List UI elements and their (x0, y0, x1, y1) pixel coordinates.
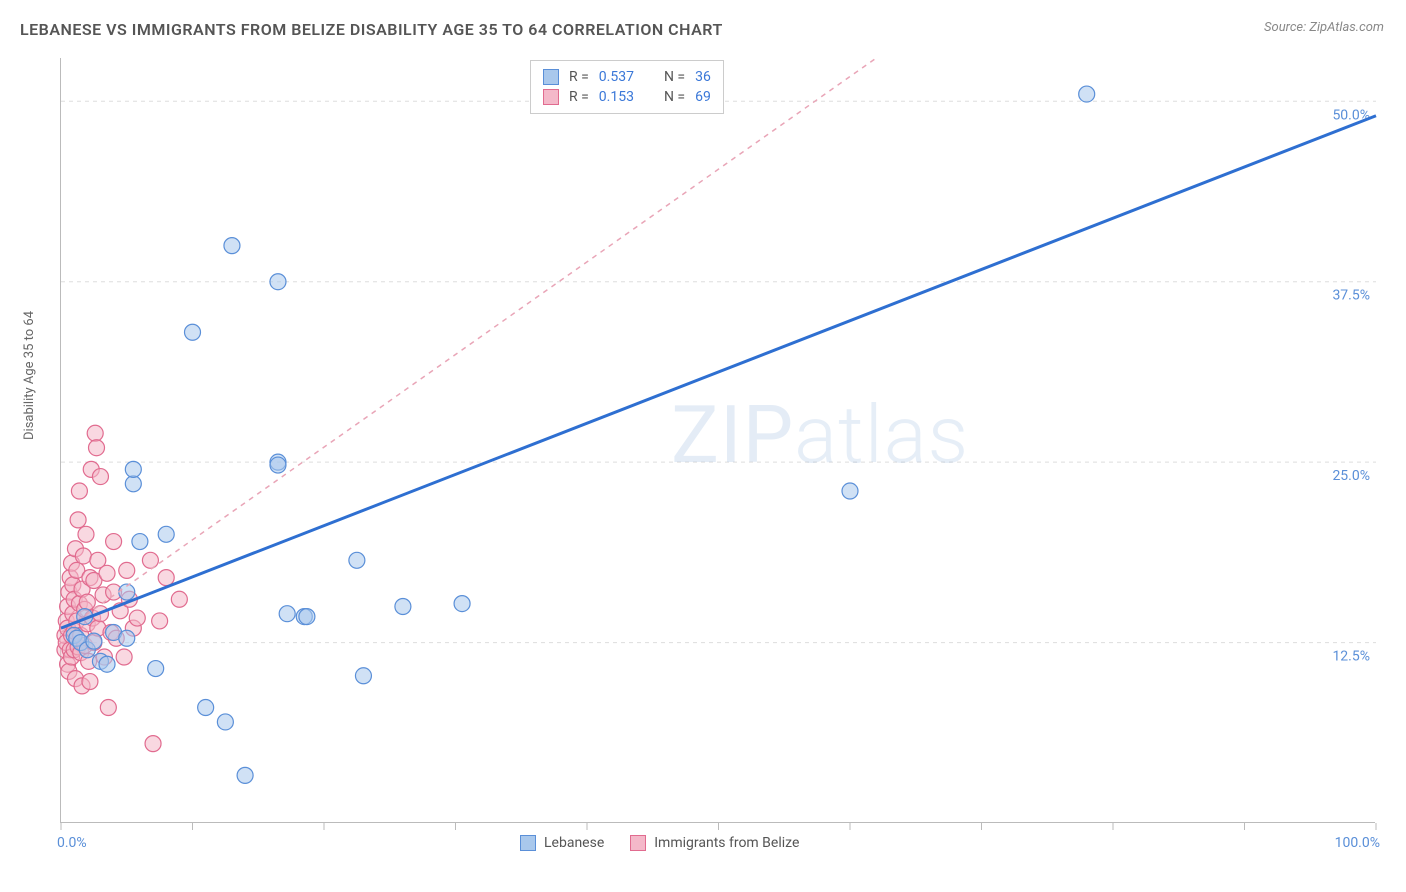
y-tick-label: 12.5% (1332, 649, 1370, 665)
series-legend-item: Lebanese (520, 835, 604, 851)
y-tick-label: 25.0% (1332, 468, 1370, 484)
data-point (125, 461, 141, 477)
data-point (132, 534, 148, 550)
data-point (119, 562, 135, 578)
legend-swatch (543, 89, 559, 105)
r-label: R = (569, 89, 589, 105)
stats-legend-row: R = 0.153 N = 69 (543, 87, 711, 107)
data-point (125, 476, 141, 492)
data-point (279, 606, 295, 622)
stats-legend-row: R = 0.537 N = 36 (543, 67, 711, 87)
data-point (148, 661, 164, 677)
data-point (82, 674, 98, 690)
data-point (270, 274, 286, 290)
regression-line (61, 58, 876, 632)
svg-text:100.0%: 100.0% (1335, 835, 1380, 851)
series-legend: Lebanese Immigrants from Belize (520, 835, 799, 851)
data-point (145, 736, 161, 752)
data-point (75, 548, 91, 564)
data-point (217, 714, 233, 730)
r-value: 0.537 (599, 69, 634, 85)
y-tick-label: 37.5% (1332, 288, 1370, 304)
data-point (92, 469, 108, 485)
legend-swatch (630, 835, 646, 851)
data-point (87, 425, 103, 441)
data-point (237, 767, 253, 783)
data-point (99, 565, 115, 581)
n-label: N = (664, 69, 685, 85)
n-value: 69 (695, 89, 711, 105)
n-label: N = (664, 89, 685, 105)
r-label: R = (569, 69, 589, 85)
series-name: Lebanese (544, 835, 604, 851)
data-point (116, 649, 132, 665)
r-value: 0.153 (599, 89, 634, 105)
data-point (395, 598, 411, 614)
data-point (70, 512, 86, 528)
data-point (185, 324, 201, 340)
data-point (355, 668, 371, 684)
data-point (119, 630, 135, 646)
data-point (86, 633, 102, 649)
regression-line (61, 116, 1376, 628)
svg-text:0.0%: 0.0% (57, 835, 87, 851)
scatter-plot: 12.5%25.0%37.5%50.0%0.0%100.0% (61, 58, 1375, 822)
source-label: Source: ZipAtlas.com (1264, 20, 1384, 35)
legend-swatch (520, 835, 536, 851)
data-point (842, 483, 858, 499)
data-point (224, 238, 240, 254)
legend-swatch (543, 69, 559, 85)
data-point (158, 526, 174, 542)
data-point (158, 570, 174, 586)
data-point (106, 534, 122, 550)
data-point (79, 594, 95, 610)
n-value: 36 (695, 69, 711, 85)
series-name: Immigrants from Belize (654, 835, 799, 851)
data-point (1079, 86, 1095, 102)
data-point (198, 700, 214, 716)
stats-legend: R = 0.537 N = 36 R = 0.153 N = 69 (530, 60, 724, 114)
series-legend-item: Immigrants from Belize (630, 835, 799, 851)
y-axis-label: Disability Age 35 to 64 (22, 311, 37, 440)
data-point (99, 656, 115, 672)
data-point (71, 483, 87, 499)
data-point (89, 440, 105, 456)
data-point (129, 610, 145, 626)
data-point (454, 596, 470, 612)
plot-area: 12.5%25.0%37.5%50.0%0.0%100.0% ZIPatlas (60, 58, 1375, 823)
data-point (299, 609, 315, 625)
data-point (171, 591, 187, 607)
data-point (100, 700, 116, 716)
data-point (349, 552, 365, 568)
data-point (142, 552, 158, 568)
data-point (78, 526, 94, 542)
data-point (270, 457, 286, 473)
chart-title: LEBANESE VS IMMIGRANTS FROM BELIZE DISAB… (20, 20, 723, 39)
data-point (152, 613, 168, 629)
